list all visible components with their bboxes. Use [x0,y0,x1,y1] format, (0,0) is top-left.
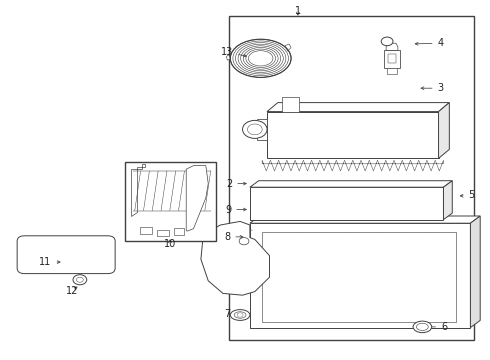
Polygon shape [241,230,252,239]
Ellipse shape [413,321,432,333]
Ellipse shape [416,323,428,330]
Circle shape [237,313,243,317]
FancyBboxPatch shape [17,236,115,274]
Text: 11: 11 [39,257,60,267]
Bar [125,162,216,241]
Text: 10: 10 [164,239,176,249]
Polygon shape [282,97,299,112]
Polygon shape [201,221,270,295]
Text: 5: 5 [460,190,475,200]
Bar [229,16,474,340]
Polygon shape [386,43,398,50]
Text: 9: 9 [225,204,246,215]
Circle shape [239,238,249,245]
Polygon shape [131,164,145,216]
Polygon shape [250,216,480,223]
Bar [262,232,456,322]
Text: 8: 8 [224,232,243,242]
Polygon shape [83,236,91,241]
Polygon shape [37,236,44,241]
Text: 1: 1 [295,6,301,16]
Text: 6: 6 [416,322,447,332]
Text: 3: 3 [421,83,444,93]
Polygon shape [174,228,184,235]
Text: 12: 12 [66,285,79,296]
Polygon shape [226,55,230,60]
Ellipse shape [230,310,250,320]
Polygon shape [470,216,480,328]
Polygon shape [387,68,397,74]
Polygon shape [267,103,449,112]
Polygon shape [439,103,449,158]
Polygon shape [384,50,400,68]
Text: 13: 13 [221,47,246,57]
Text: 4: 4 [415,38,444,48]
Polygon shape [140,227,152,234]
Circle shape [247,124,262,135]
Ellipse shape [234,312,246,318]
Text: 7: 7 [224,309,244,319]
Polygon shape [157,230,169,236]
Circle shape [76,277,83,282]
Circle shape [243,120,267,138]
Polygon shape [250,223,470,328]
Bar [388,54,396,63]
Polygon shape [285,44,291,51]
Text: 2: 2 [226,179,246,189]
Polygon shape [257,118,267,140]
Polygon shape [267,112,439,158]
Circle shape [381,37,393,46]
Polygon shape [186,166,208,231]
Polygon shape [250,181,452,187]
Polygon shape [250,187,443,220]
Polygon shape [262,160,443,171]
Polygon shape [443,181,452,220]
Circle shape [73,275,87,285]
